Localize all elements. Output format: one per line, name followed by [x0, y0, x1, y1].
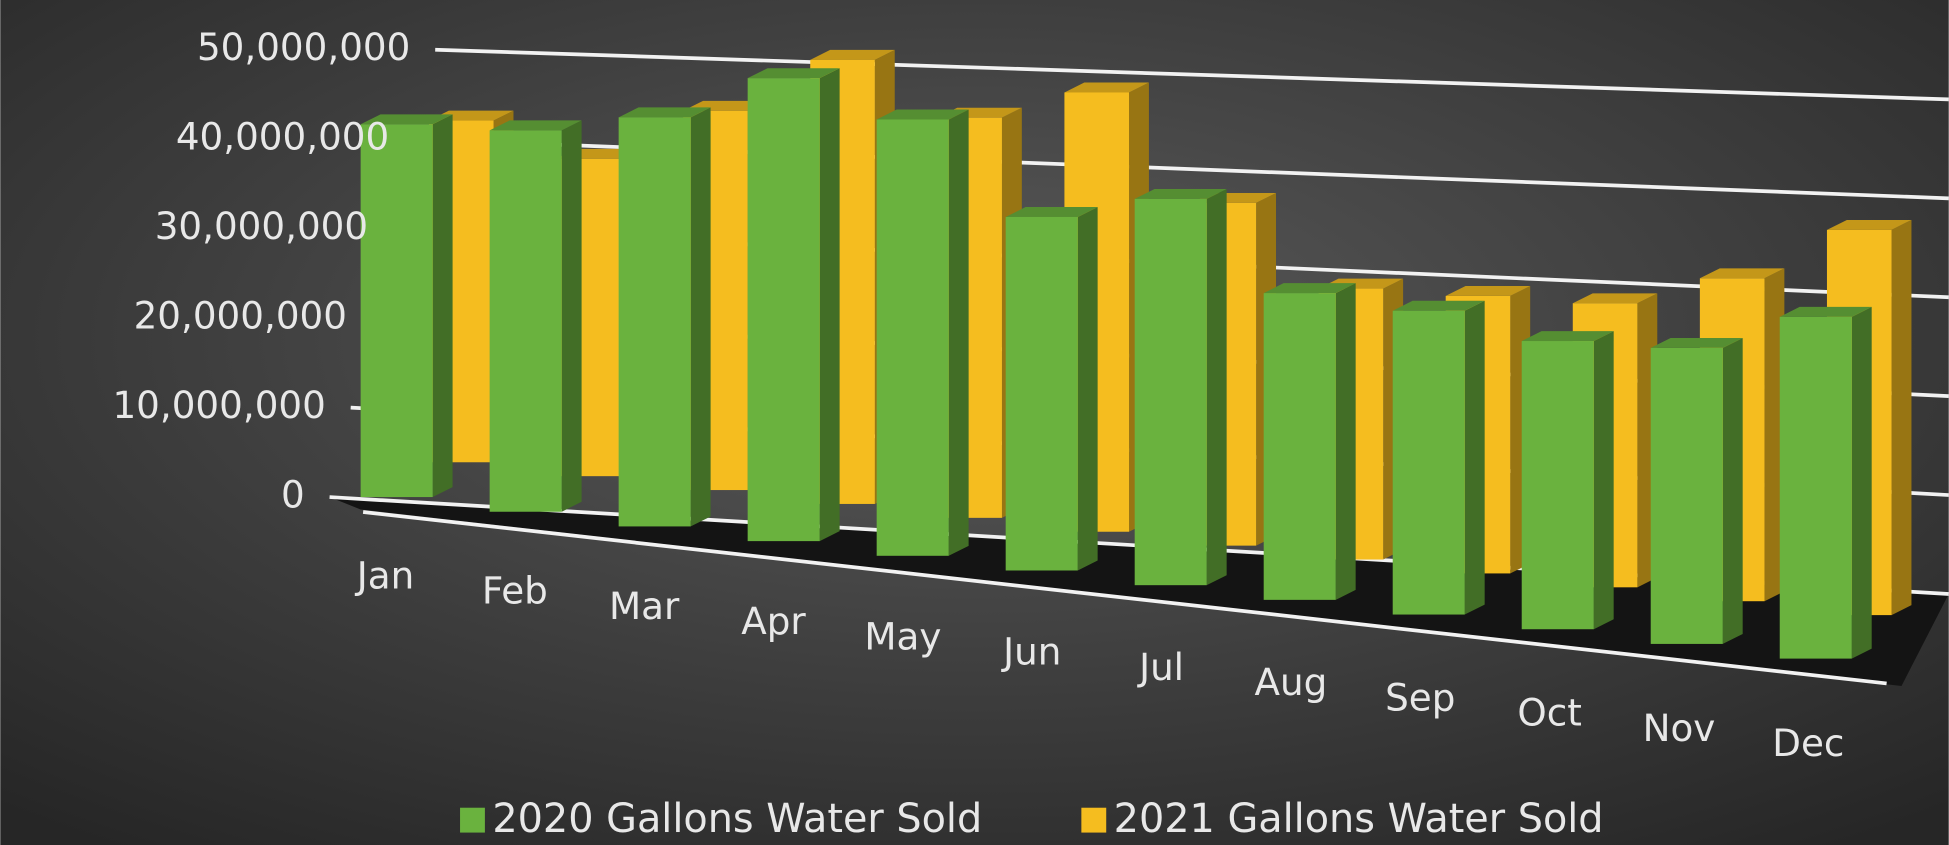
bar-top: [1445, 285, 1531, 296]
bar-side: [432, 114, 453, 498]
bar: [360, 124, 433, 498]
legend-swatch: [1081, 807, 1107, 833]
grid-line: [435, 47, 1949, 102]
x-tick-label: Aug: [1255, 660, 1328, 704]
bar-side: [1464, 300, 1485, 615]
bar-side: [1077, 207, 1098, 571]
bar-top: [1826, 219, 1912, 230]
y-tick-label: 40,000,000: [176, 115, 389, 159]
bar: [1263, 293, 1336, 600]
floor-edge: [362, 510, 1887, 686]
bar-side: [1722, 337, 1743, 644]
bar-top: [489, 120, 582, 131]
bar-top: [1263, 283, 1356, 294]
bar-top: [1650, 337, 1743, 348]
y-tick-label: 30,000,000: [155, 204, 368, 248]
x-tick-label: Feb: [482, 569, 548, 613]
bar-side: [1764, 268, 1785, 602]
x-tick-label: Mar: [609, 584, 680, 628]
bar-top: [1521, 331, 1614, 342]
bar-top: [1005, 207, 1098, 217]
x-tick-label: Jul: [1137, 645, 1184, 689]
x-tick-label: May: [864, 614, 941, 658]
bar-top: [747, 68, 840, 79]
bar: [1650, 347, 1723, 644]
x-tick-label: Oct: [1517, 691, 1581, 735]
bar: [1779, 316, 1852, 659]
bar: [1521, 341, 1594, 630]
x-tick-label: Dec: [1772, 721, 1844, 765]
y-tick-label: 10,000,000: [112, 383, 325, 427]
bar-top: [810, 49, 895, 60]
x-tick-label: Jan: [355, 553, 414, 597]
x-tick-label: Jun: [1001, 630, 1061, 674]
y-tick-label: 0: [281, 473, 305, 517]
x-tick-label: Apr: [741, 599, 806, 643]
bar-top: [876, 109, 969, 120]
bar-top: [1699, 268, 1785, 279]
bar-side: [1851, 306, 1872, 659]
bar-side: [1206, 188, 1227, 586]
bar-side: [690, 107, 711, 527]
bar-side: [1891, 219, 1912, 616]
bar: [618, 117, 691, 527]
bar-side: [1335, 283, 1356, 600]
bar: [1134, 198, 1207, 586]
bar: [747, 78, 820, 542]
bar: [1392, 310, 1465, 615]
labels: 0 10,000,000 20,000,000 30,000,000 40,000,00…: [112, 25, 1844, 842]
floor: [329, 497, 1949, 686]
bar-side: [561, 120, 582, 512]
bar-side: [1593, 331, 1614, 630]
y-tick-label: 20,000,000: [134, 294, 347, 338]
bar: [876, 119, 949, 556]
legend-swatch: [460, 807, 485, 833]
bar-top: [1064, 82, 1149, 93]
bar-top: [360, 114, 453, 125]
bar-top: [1134, 188, 1227, 199]
bar-top: [1572, 293, 1658, 304]
bar-top: [618, 107, 711, 118]
y-tick-label: 50,000,000: [197, 25, 410, 69]
bar: [489, 130, 562, 512]
x-tick-label: Nov: [1643, 706, 1716, 750]
bar-top: [1392, 300, 1485, 311]
bar-top: [1779, 306, 1872, 317]
legend-label: 2021 Gallons Water Sold: [1114, 796, 1604, 842]
x-tick-label: Sep: [1385, 675, 1455, 719]
bars: [360, 49, 1912, 659]
legend-label: 2020 Gallons Water Sold: [492, 796, 982, 842]
bar: [1005, 216, 1078, 571]
bar-side: [819, 68, 840, 542]
bar-side: [948, 109, 969, 556]
